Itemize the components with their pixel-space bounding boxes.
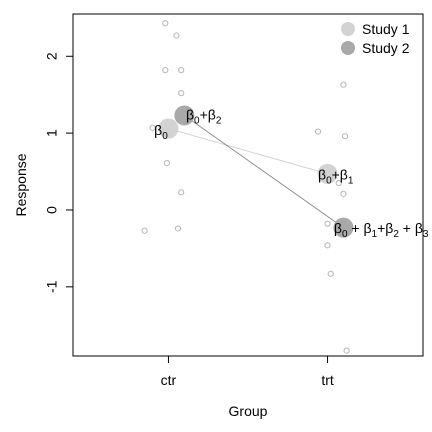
axes: -1 0 1 2 ctr trt (44, 52, 334, 388)
coefficient-label: β0+β1 (318, 166, 354, 186)
raw-point (335, 179, 342, 187)
y-tick-label: -1 (44, 280, 60, 293)
raw-point (327, 270, 334, 277)
raw-point (341, 133, 349, 140)
coefficient-label: β0 + β1+β2 + β3 (334, 220, 429, 240)
series-line (184, 115, 344, 229)
raw-point (141, 227, 148, 234)
x-tick-label: ctr (161, 372, 177, 388)
raw-point (324, 220, 331, 227)
x-axis-title: Group (229, 403, 268, 419)
coefficient-label: β0 (154, 122, 168, 142)
raw-point (163, 159, 170, 167)
y-tick-label: 0 (44, 206, 60, 214)
legend-swatch (341, 41, 355, 55)
raw-point (174, 225, 182, 232)
raw-point (340, 81, 347, 88)
annotations: β0 β0+β2 β0+β1 β0 + β1+β2 + β3 (154, 106, 429, 240)
mean-point (333, 217, 354, 238)
y-tick-label: 2 (44, 52, 60, 60)
effect-lines (168, 115, 344, 229)
raw-point (324, 242, 331, 249)
mean-point (317, 163, 338, 184)
raw-point (343, 347, 350, 354)
legend-swatch (341, 22, 355, 36)
legend-label: Study 1 (362, 21, 410, 37)
x-tick-label: trt (321, 372, 334, 388)
raw-point (178, 90, 185, 97)
raw-point (178, 67, 185, 74)
legend-label: Study 2 (362, 40, 410, 56)
mean-point (158, 118, 179, 139)
series-line (168, 128, 328, 175)
raw-point (340, 190, 347, 197)
raw-points (141, 20, 350, 354)
raw-point (162, 20, 169, 27)
plot-frame (72, 13, 424, 357)
mean-points (158, 105, 354, 238)
mean-point (174, 105, 195, 126)
raw-point (149, 124, 156, 131)
raw-point (178, 189, 185, 196)
coefficient-label: β0+β2 (186, 106, 222, 126)
raw-point (314, 128, 322, 135)
raw-point (173, 32, 180, 39)
raw-point (162, 67, 169, 74)
y-tick-label: 1 (44, 129, 60, 137)
legend: Study 1 Study 2 (341, 21, 410, 56)
y-axis-title: Response (13, 153, 29, 216)
